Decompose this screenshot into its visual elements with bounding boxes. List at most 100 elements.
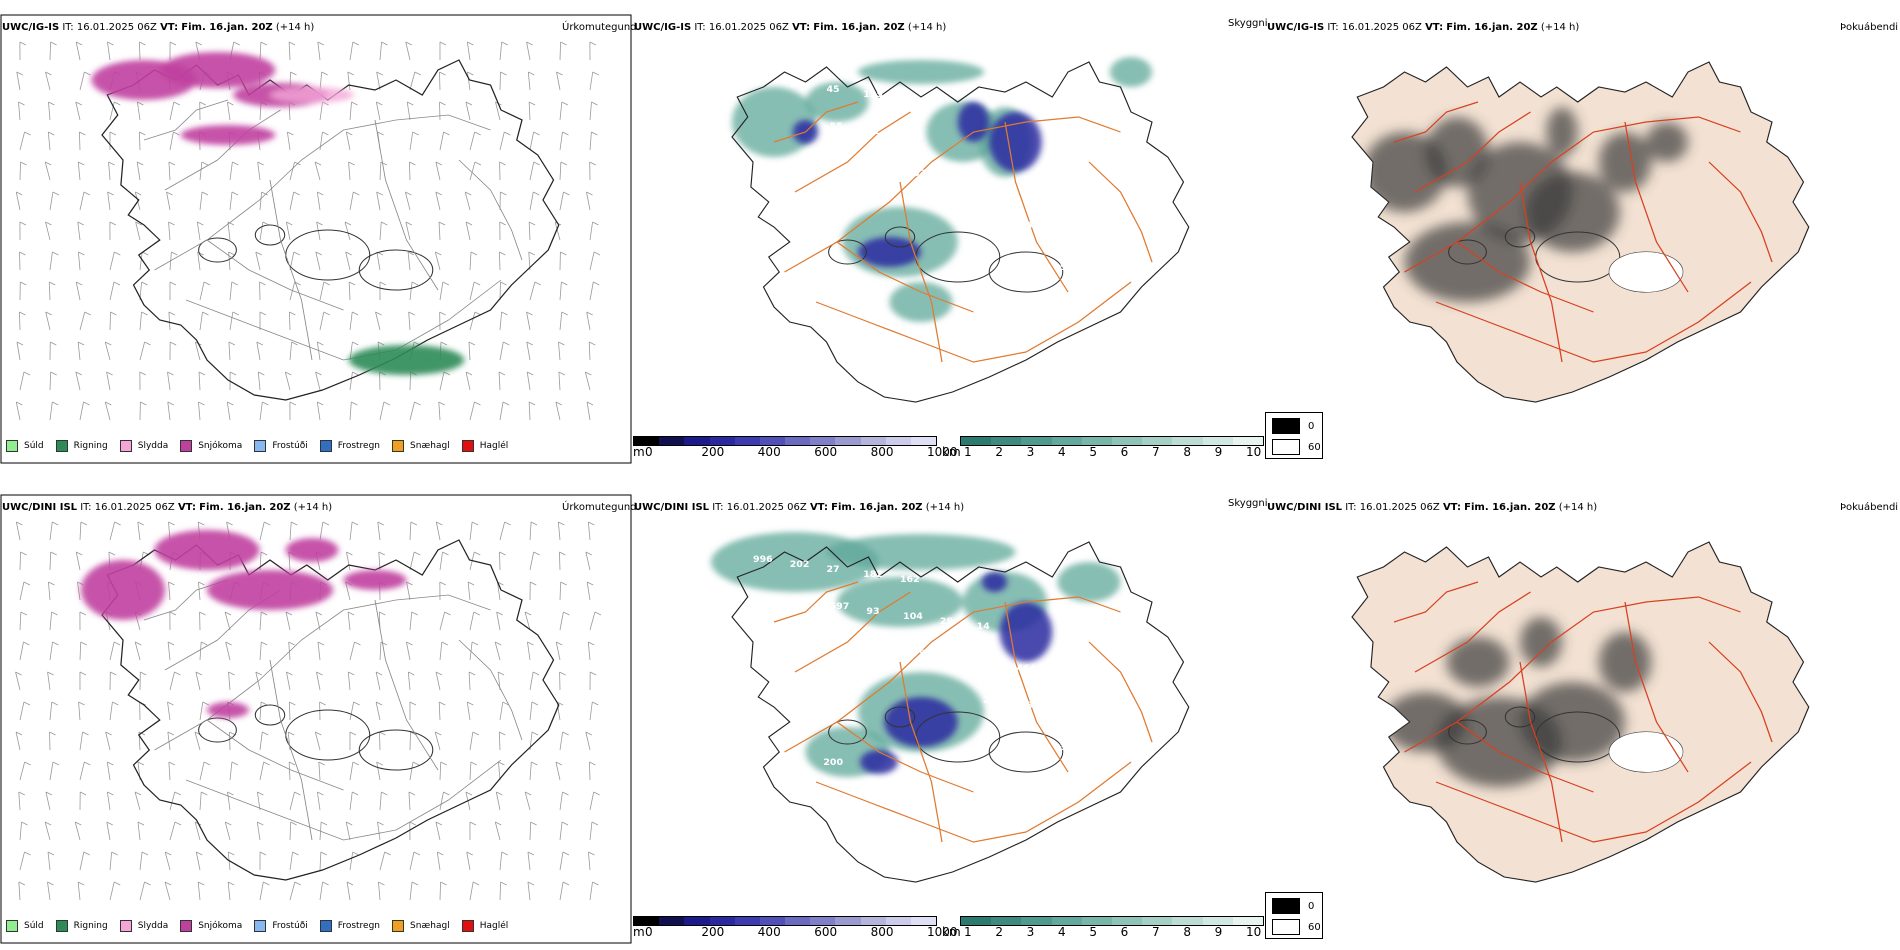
road-line <box>899 181 943 363</box>
wind-barb-flag <box>504 131 511 136</box>
fog-label-0: 0 <box>1308 900 1315 912</box>
wind-barb-flag <box>51 701 58 706</box>
wind-barb <box>589 791 595 811</box>
wind-barb-flag <box>405 41 412 46</box>
wind-barb <box>106 791 111 811</box>
precip-map-row2 <box>15 521 602 901</box>
wind-barb-flag <box>496 791 503 796</box>
wind-barb-flag <box>530 821 537 826</box>
wind-barb <box>466 71 471 91</box>
wind-barb-flag <box>84 761 91 766</box>
legend-swatch <box>319 920 332 932</box>
wind-barb-flag <box>353 701 360 706</box>
wind-barb-flag <box>499 551 506 556</box>
wind-barb-flag <box>346 551 353 556</box>
wind-barb-flag <box>586 191 593 196</box>
wind-barb-flag <box>195 671 203 676</box>
colorbar-segment <box>1021 437 1052 445</box>
fog-map-row2 <box>1351 541 1810 883</box>
colorbar-segment <box>785 437 811 445</box>
wind-barb <box>109 281 115 301</box>
colorbar-tick: 3 <box>1026 925 1035 939</box>
wind-barb-flag <box>20 551 27 556</box>
wind-barb <box>199 281 205 301</box>
wind-barb-flag <box>467 581 475 586</box>
colorbar-segment <box>961 437 992 445</box>
wind-barb-flag <box>346 881 354 886</box>
iceland-outline: 996 597 779 275 366 202 93 76 187 147 27 104 774 268 9… <box>711 532 1190 883</box>
wind-barb <box>49 551 52 571</box>
wind-barb-flag <box>114 521 121 526</box>
wind-barb <box>77 581 81 601</box>
wind-barb-flag <box>435 671 443 676</box>
wind-barb <box>347 611 351 631</box>
wind-barb-flag <box>82 731 89 736</box>
wind-barb <box>15 401 21 421</box>
wind-barb <box>379 41 382 61</box>
cloudbase-value: 95 <box>787 752 800 763</box>
wind-barb-flag <box>526 341 533 346</box>
wind-barb <box>586 311 591 331</box>
wind-barb-flag <box>375 671 383 676</box>
wind-barb-flag <box>499 731 506 736</box>
wind-barb-flag <box>586 581 594 586</box>
legend-label: Snjókoma <box>198 441 243 451</box>
wind-barb <box>199 761 205 781</box>
wind-barb <box>588 341 591 361</box>
wind-barb-flag <box>527 881 535 886</box>
wind-barb-flag <box>141 311 148 316</box>
glacier-outline <box>254 224 286 246</box>
wind-barb <box>109 251 115 271</box>
wind-barb-flag <box>201 191 209 196</box>
wind-barb-flag <box>47 671 54 676</box>
wind-barb-flag <box>167 401 174 406</box>
wind-barb-flag <box>322 131 329 136</box>
wind-barb-flag <box>260 551 268 556</box>
wind-barb <box>557 521 561 541</box>
wind-barb-flag <box>19 311 26 316</box>
colorbar-tick: 800 <box>870 925 894 939</box>
colorbar-segment <box>885 437 911 445</box>
wind-barb-flag <box>444 611 451 616</box>
wind-barb <box>19 581 25 601</box>
legend-item: Slydda <box>119 440 168 452</box>
wind-barb <box>196 221 201 241</box>
wind-barb <box>558 341 561 361</box>
wind-barb-flag <box>558 521 565 526</box>
wind-barb <box>349 521 353 541</box>
wind-barb <box>409 401 415 421</box>
wind-barb-flag <box>346 131 353 136</box>
wind-barb-flag <box>528 221 536 226</box>
wind-barb-flag <box>108 161 115 166</box>
wind-barb-flag <box>168 521 175 526</box>
wind-barb <box>409 881 413 901</box>
road-line <box>1708 641 1773 743</box>
wind-barb <box>319 881 323 901</box>
wind-barb-flag <box>585 551 593 556</box>
wind-barb-flag <box>593 791 600 796</box>
wind-barb-flag <box>526 41 533 46</box>
vt-label: VT: <box>809 502 828 513</box>
wind-barb-flag <box>164 881 172 886</box>
wind-barb <box>466 851 471 871</box>
wind-barb <box>559 551 561 571</box>
wind-barb <box>259 41 262 61</box>
wind-barb-flag <box>409 701 417 706</box>
iceland-outline <box>81 530 560 881</box>
vt-value: Fim. 16.jan. 20Z <box>181 22 273 33</box>
wind-barb <box>47 851 51 871</box>
wind-barb-flag <box>344 221 352 226</box>
wind-barb-flag <box>561 281 568 286</box>
glacier-outline <box>198 717 237 743</box>
wind-barb <box>19 611 22 631</box>
wind-barb-flag <box>468 341 476 346</box>
wind-barb-flag <box>317 341 324 346</box>
glacier-outline <box>285 709 371 761</box>
colorbar-tick: 1000 <box>927 445 958 459</box>
colorbar-tick: 1 <box>964 925 972 939</box>
wind-barb <box>227 791 231 811</box>
wind-barb <box>109 101 115 121</box>
wind-barb-flag <box>19 41 27 46</box>
wind-barb-flag <box>588 641 595 646</box>
legend-swatch <box>180 440 193 452</box>
